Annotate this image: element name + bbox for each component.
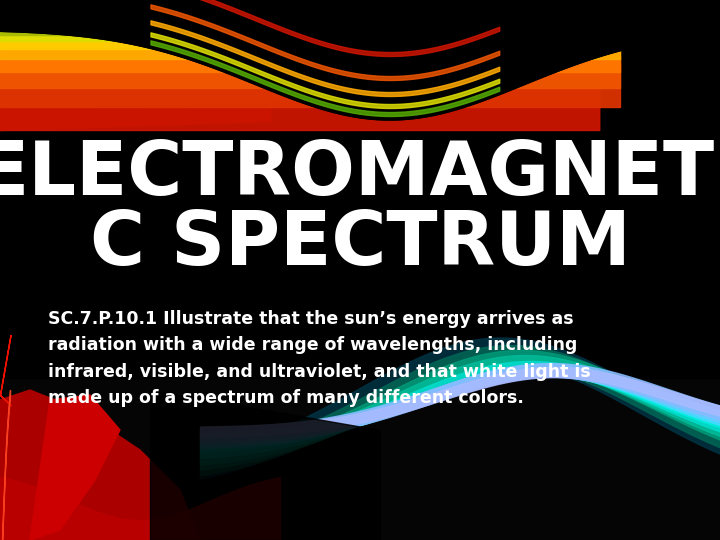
Polygon shape xyxy=(0,390,200,540)
Text: ELECTROMAGNETI: ELECTROMAGNETI xyxy=(0,138,720,212)
Text: SC.7.P.10.1 Illustrate that the sun’s energy arrives as
radiation with a wide ra: SC.7.P.10.1 Illustrate that the sun’s en… xyxy=(48,310,590,407)
Polygon shape xyxy=(30,395,120,540)
Text: C SPECTRUM: C SPECTRUM xyxy=(89,208,631,281)
